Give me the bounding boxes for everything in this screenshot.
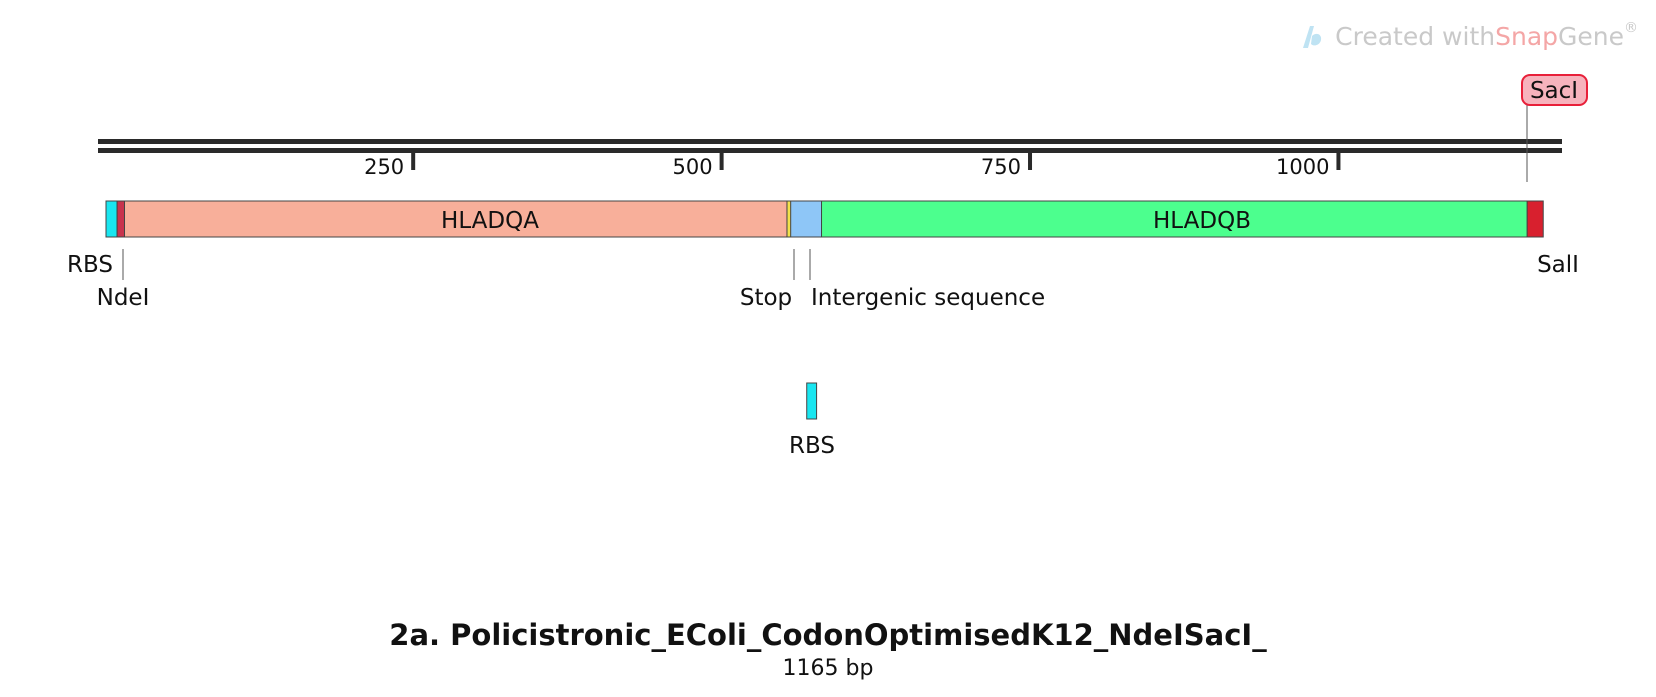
site-label-saci: SacI	[1530, 78, 1578, 104]
feature-hladqa[interactable]	[124, 200, 788, 238]
ruler-tick-500	[719, 153, 724, 170]
ruler-tick-label-250: 250	[364, 155, 404, 179]
feature-intergenic-sequence[interactable]	[790, 200, 823, 238]
site-label-stop: Stop	[740, 285, 792, 311]
feature-label-rbs-2: RBS	[789, 433, 835, 459]
feature-rbs-2[interactable]	[806, 382, 818, 420]
backbone-line-bottom	[98, 148, 1562, 153]
feature-rbs[interactable]	[105, 200, 118, 238]
backbone-line-top	[98, 139, 1562, 144]
feature-track-lower	[806, 382, 818, 420]
watermark-registered-mark: ®	[1624, 20, 1638, 36]
snapgene-watermark: Created with Snap Gene ®	[1299, 20, 1638, 52]
feature-sali-site[interactable]	[1526, 200, 1544, 238]
ruler-tick-label-500: 500	[673, 155, 713, 179]
saci-label-box	[1521, 74, 1588, 106]
watermark-prefix: Created with	[1335, 21, 1496, 51]
site-label-intergenic: Intergenic sequence	[811, 285, 1045, 311]
feature-track-main	[105, 200, 1544, 238]
ruler-tick-label-1000: 1000	[1276, 155, 1329, 179]
ruler-tick-750	[1028, 153, 1033, 170]
feature-ndei-site[interactable]	[116, 200, 126, 238]
watermark-brand-gene: Gene	[1558, 21, 1624, 51]
map-title: 2a. Policistronic_EColi_CodonOptimisedK1…	[389, 618, 1267, 652]
site-label-sali: SalI	[1537, 252, 1579, 278]
ruler-tick-label-750: 750	[981, 155, 1021, 179]
feature-label-hladqa: HLADQA	[441, 208, 539, 234]
map-length: 1165 bp	[782, 656, 874, 681]
ruler-tick-250	[411, 153, 416, 170]
feature-label-rbs: RBS	[67, 252, 113, 278]
ruler-tick-1000	[1336, 153, 1341, 170]
site-label-ndei: NdeI	[97, 285, 150, 311]
watermark-brand-snap: Snap	[1495, 21, 1559, 51]
snapgene-logo-icon	[1299, 22, 1325, 50]
feature-label-hladqb: HLADQB	[1153, 208, 1251, 234]
ruler: 250 500 750 1000	[364, 153, 1341, 179]
